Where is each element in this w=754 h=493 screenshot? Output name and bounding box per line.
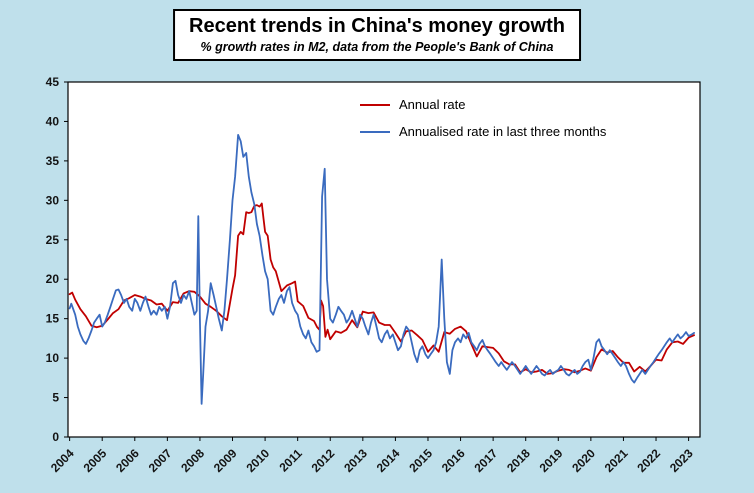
x-tick-label: 2012 — [309, 446, 338, 475]
legend-item-annual-rate: Annual rate — [360, 91, 606, 118]
x-tick-label: 2005 — [81, 446, 110, 475]
y-tick-label: 10 — [46, 351, 60, 365]
series-line-1 — [68, 133, 695, 405]
chart-title: Recent trends in China's money growth — [189, 15, 565, 37]
legend-line-annualised-rate-icon — [360, 130, 390, 133]
y-tick-label: 25 — [46, 233, 60, 247]
x-tick-label: 2014 — [374, 446, 403, 475]
legend: Annual rate Annualised rate in last thre… — [360, 91, 606, 145]
x-tick-label: 2013 — [341, 446, 370, 475]
chart-title-box: Recent trends in China's money growth % … — [173, 9, 581, 61]
y-tick-label: 30 — [46, 193, 60, 207]
plot-frame — [67, 81, 701, 438]
x-tick-label: 2018 — [504, 446, 533, 475]
legend-item-annualised-rate: Annualised rate in last three months — [360, 118, 606, 145]
x-tick-label: 2007 — [146, 446, 175, 475]
y-tick-label: 40 — [46, 114, 60, 128]
y-axis: 0 5 10 15 20 25 30 35 40 45 — [46, 75, 68, 444]
y-tick-label: 5 — [52, 391, 59, 405]
y-tick-label: 35 — [46, 154, 60, 168]
x-tick-label: 2021 — [602, 446, 631, 475]
y-tick-label: 45 — [46, 75, 60, 89]
chart-subtitle: % growth rates in M2, data from the Peop… — [200, 40, 554, 54]
legend-line-annual-rate-icon — [360, 103, 390, 106]
x-tick-label: 2022 — [634, 446, 663, 475]
x-tick-label: 2020 — [569, 446, 598, 475]
y-tick-label: 15 — [46, 312, 60, 326]
x-tick-label: 2010 — [243, 446, 272, 475]
x-tick-label: 2011 — [276, 446, 305, 475]
x-tick-label: 2023 — [667, 446, 696, 475]
y-tick-label: 0 — [52, 430, 59, 444]
x-tick-label: 2019 — [537, 446, 566, 475]
x-tick-label: 2004 — [48, 446, 77, 475]
x-tick-label: 2006 — [113, 446, 142, 475]
legend-label-annual-rate: Annual rate — [399, 97, 466, 112]
legend-label-annualised-rate: Annualised rate in last three months — [399, 124, 607, 139]
x-tick-label: 2015 — [406, 446, 435, 475]
y-tick-label: 20 — [46, 272, 60, 286]
x-tick-label: 2009 — [211, 446, 240, 475]
x-tick-label: 2016 — [439, 446, 468, 475]
x-axis: 2004 2005 2006 2007 2008 2009 2010 2011 2012 2013… — [48, 437, 696, 475]
x-tick-label: 2008 — [178, 446, 207, 475]
x-tick-label: 2017 — [471, 446, 500, 475]
